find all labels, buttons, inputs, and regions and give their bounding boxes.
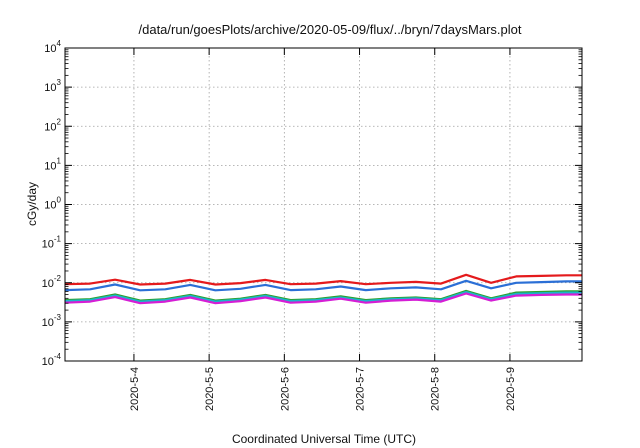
grid — [65, 48, 582, 361]
y-tick-exponent: -1 — [54, 235, 62, 244]
series-line-4 — [64, 290, 582, 303]
x-tick-label: 2020-5-5 — [204, 367, 216, 411]
y-tick-label: 103 — [44, 78, 61, 94]
y-tick-exponent: -2 — [54, 274, 62, 283]
series-line-1 — [64, 273, 582, 286]
y-tick-label: 10-4 — [42, 352, 62, 368]
y-tick-exponent: 1 — [57, 156, 62, 165]
series-line-2 — [64, 279, 582, 292]
y-tick-exponent: 3 — [57, 78, 62, 87]
series-group — [64, 273, 582, 305]
x-tick-label: 2020-5-7 — [355, 367, 367, 411]
y-tick-label: 101 — [44, 156, 61, 172]
plot-frame — [64, 47, 583, 362]
y-axis-label: cGy/day — [25, 182, 39, 226]
y-tick-label: 100 — [44, 196, 61, 212]
y-tick-exponent: -3 — [54, 313, 62, 322]
x-tick-label: 2020-5-8 — [430, 367, 442, 411]
x-tick-label: 2020-5-9 — [505, 367, 517, 411]
series-line-5 — [64, 292, 582, 305]
x-tick-label: 2020-5-6 — [279, 367, 291, 411]
y-tick-exponent: 0 — [57, 196, 62, 205]
y-tick-label: 104 — [44, 39, 61, 55]
chart-title: /data/run/goesPlots/archive/2020-05-09/f… — [139, 22, 522, 37]
y-tick-exponent: 2 — [57, 117, 62, 126]
y-tick-exponent: 4 — [57, 39, 62, 48]
y-tick-label: 10-1 — [42, 235, 62, 251]
x-axis-label: Coordinated Universal Time (UTC) — [232, 432, 416, 446]
x-tick-label: 2020-5-4 — [129, 367, 141, 411]
y-tick-exponent: -4 — [54, 352, 62, 361]
y-tick-label: 10-3 — [42, 313, 62, 329]
y-tick-label: 102 — [44, 117, 61, 133]
y-tick-label: 10-2 — [42, 274, 62, 290]
